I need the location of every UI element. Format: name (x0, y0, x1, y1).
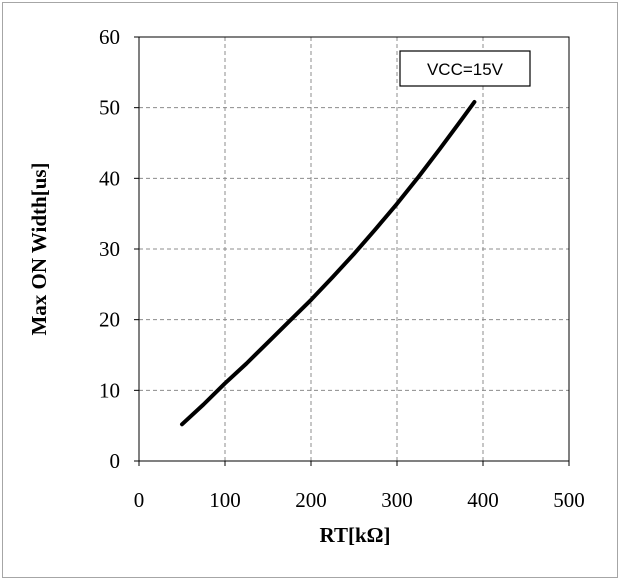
y-axis-label: Max ON Width[us] (27, 162, 51, 335)
x-tick-label: 100 (209, 488, 241, 512)
y-tick-label: 20 (99, 308, 120, 332)
y-tick-label: 50 (99, 96, 120, 120)
series-line (180, 100, 477, 427)
x-tick-label: 300 (381, 488, 413, 512)
legend-box: VCC=15V (399, 50, 531, 87)
x-tick-label: 500 (553, 488, 585, 512)
x-tick-label: 200 (295, 488, 327, 512)
y-tick-label: 0 (110, 449, 121, 473)
y-tick-label: 10 (99, 378, 120, 402)
x-tick-label: 400 (467, 488, 499, 512)
x-tick-labels: 0 100 200 300 400 500 (134, 488, 585, 512)
tick-marks (134, 36, 570, 466)
y-tick-labels: 0 10 20 30 40 50 60 (99, 25, 120, 473)
gridlines (139, 37, 569, 461)
x-axis-label: RT[kΩ] (320, 523, 391, 547)
y-tick-label: 40 (99, 166, 120, 190)
annotation-label: VCC=15V (427, 60, 504, 79)
x-tick-label: 0 (134, 488, 145, 512)
y-tick-label: 60 (99, 25, 120, 49)
y-tick-label: 30 (99, 237, 120, 261)
